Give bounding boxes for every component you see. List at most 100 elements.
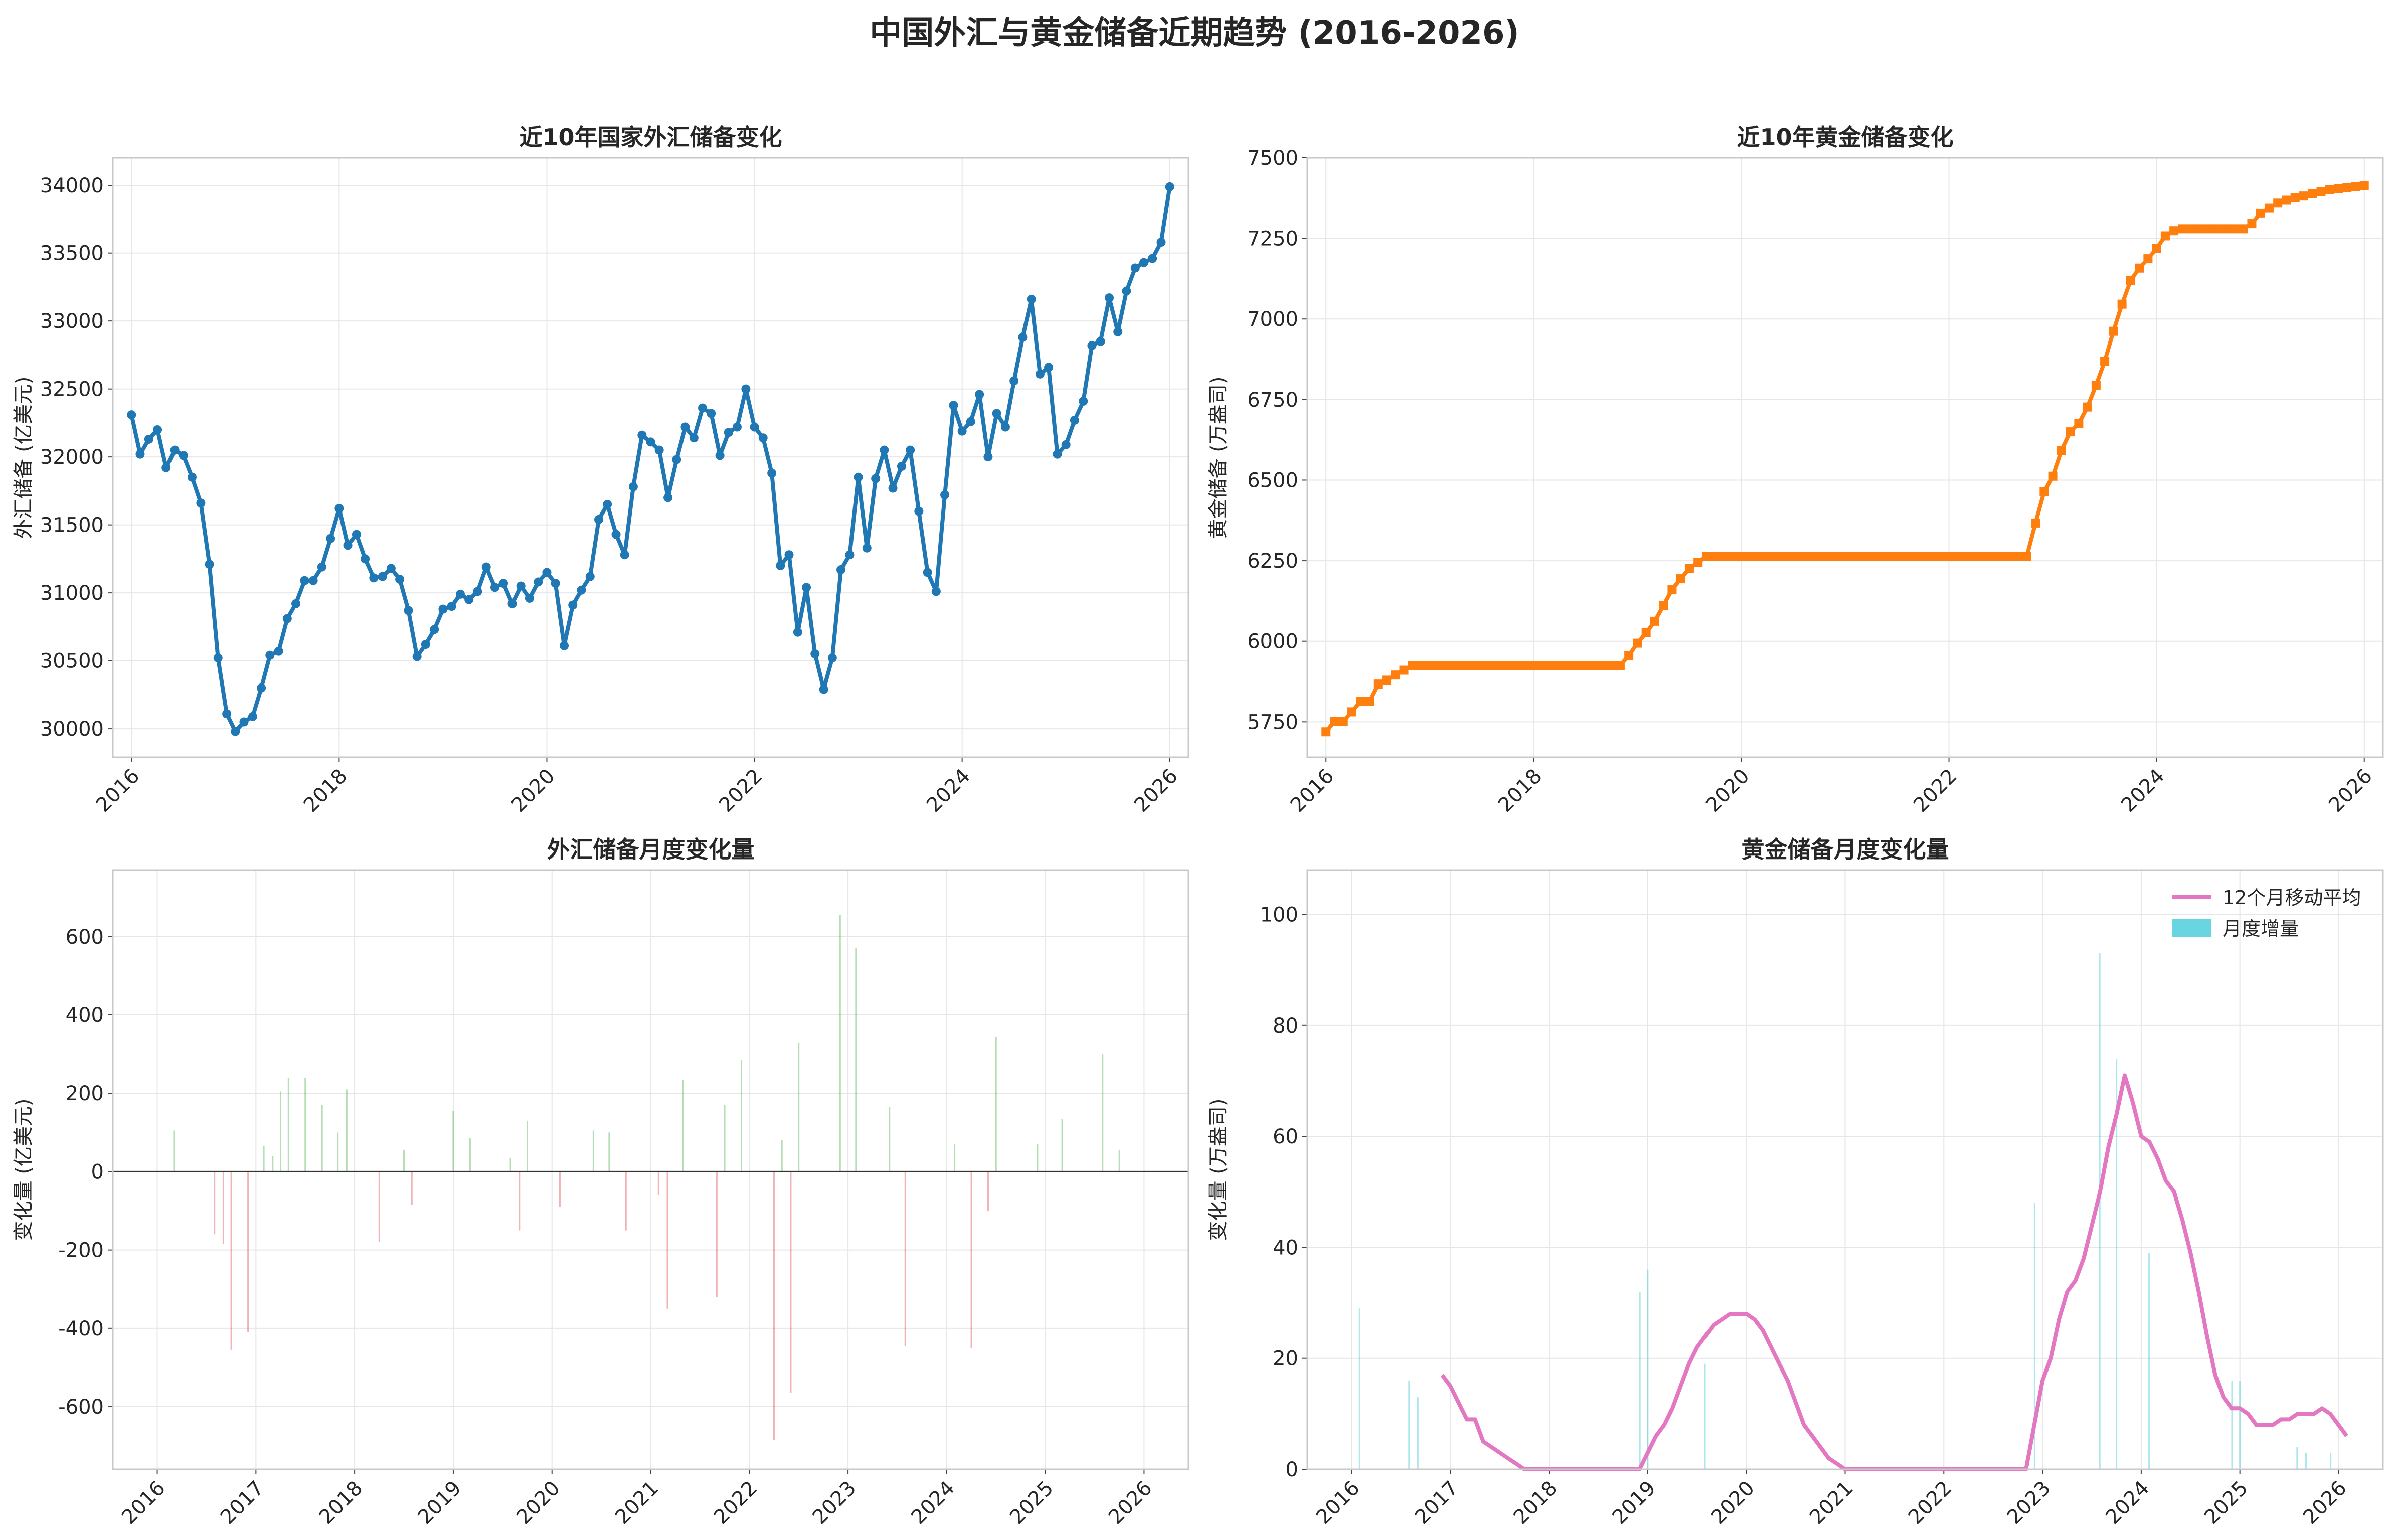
moving-average-line [1440, 1073, 2349, 1471]
fx-change-bar [337, 1132, 339, 1172]
fx-data-point [906, 445, 915, 455]
fx-change-bar [1102, 1054, 1104, 1172]
fx-data-point [135, 449, 145, 459]
fx-data-point [248, 712, 257, 721]
fx-data-point [914, 506, 924, 516]
fx-data-point [1009, 376, 1019, 386]
fx-change-bar [378, 1171, 380, 1242]
chart-1-y-tick-label: 6500 [1247, 469, 1298, 492]
fx-change-bar [781, 1140, 783, 1172]
gold-data-point [1399, 665, 1409, 675]
chart-0-y-tick-label: 32500 [40, 378, 104, 401]
fx-data-point [931, 587, 941, 596]
gold-data-point [2282, 195, 2291, 205]
gold-data-point [1832, 552, 1841, 561]
fx-change-bar [214, 1171, 216, 1235]
gold-data-point [1676, 574, 1685, 584]
fx-data-point [594, 515, 603, 524]
chart-0-plot-area [113, 158, 1188, 757]
fx-data-point [568, 600, 578, 610]
gold-data-point [1641, 628, 1651, 638]
fx-data-point [412, 652, 422, 661]
chart-2-axes-frame [112, 869, 1189, 1470]
fx-change-bar [287, 1077, 289, 1172]
fx-data-point [1165, 182, 1174, 191]
gold-change-bar [2296, 1447, 2298, 1469]
gold-data-point [2273, 198, 2283, 208]
fx-change-bar [954, 1144, 956, 1172]
gold-data-point [1875, 552, 1885, 561]
fx-data-point [1105, 293, 1114, 303]
fx-change-bar [230, 1171, 232, 1350]
fx-data-point [577, 585, 586, 595]
fx-data-point [542, 568, 552, 577]
fx-data-point [213, 653, 223, 663]
chart-0-x-tick-label: 2018 [299, 765, 352, 817]
fx-data-point [343, 541, 353, 550]
chart-2-x-tick-label: 2025 [1005, 1477, 1058, 1529]
gold-data-point [1494, 661, 1504, 670]
gold-data-point [2057, 446, 2066, 455]
fx-data-point [499, 579, 508, 588]
fx-change-bar [608, 1132, 610, 1172]
gold-data-point [1944, 552, 1954, 561]
gold-data-point [2066, 427, 2075, 437]
fx-change-bar [346, 1089, 348, 1172]
chart-2-y-tick-label: -400 [58, 1317, 104, 1340]
gold-data-point [1910, 552, 1919, 561]
fx-data-point [1061, 440, 1071, 449]
chart-0-x-tick-label: 2022 [715, 765, 767, 817]
gold-data-point [1633, 638, 1642, 648]
gold-data-point [1330, 717, 1339, 726]
fx-data-point [836, 565, 846, 575]
gold-data-point [1555, 661, 1565, 670]
fx-data-point [1130, 263, 1140, 273]
fx-data-point [507, 599, 517, 608]
gold-data-point [2316, 187, 2326, 196]
fx-data-point [767, 468, 777, 478]
fx-data-point [481, 562, 491, 572]
fx-data-point [153, 425, 162, 434]
gold-data-point [1659, 601, 1668, 610]
chart-1-x-tick-label: 2024 [2117, 765, 2169, 817]
chart-1-x-tick-label: 2026 [2324, 765, 2377, 817]
chart-3-x-tick-label: 2021 [1805, 1477, 1858, 1529]
gold-data-point [1996, 552, 2006, 561]
gold-data-point [1321, 727, 1331, 737]
chart-1-plot-area [1307, 158, 2383, 757]
gold-data-point [1520, 661, 1530, 670]
gold-data-point [1684, 564, 1694, 573]
gold-data-point [1763, 552, 1772, 561]
gold-data-point [1356, 697, 1366, 706]
gold-change-bar [1408, 1380, 1410, 1469]
fx-data-point [854, 472, 863, 482]
gold-data-point [1754, 552, 1763, 561]
fx-data-point [663, 493, 673, 502]
gold-data-point [1979, 552, 1988, 561]
fx-change-bar [855, 948, 857, 1172]
fx-data-point [205, 560, 214, 569]
fx-change-bar [995, 1036, 997, 1172]
fx-change-bar [625, 1171, 627, 1231]
gold-data-point [1806, 552, 1815, 561]
gold-data-point [2013, 552, 2023, 561]
gold-data-point [2230, 224, 2239, 234]
chart-2-y-tick-label: 0 [91, 1160, 104, 1183]
gold-data-point [2031, 518, 2040, 528]
fx-change-bar [741, 1060, 743, 1172]
legend-swatch-monthly-increase [2172, 919, 2211, 937]
fx-data-point [793, 627, 802, 637]
chart-0-y-tick-label: 30000 [40, 718, 104, 741]
gold-data-point [1347, 707, 1357, 717]
gold-data-point [1503, 661, 1512, 670]
fx-data-point [1035, 369, 1045, 379]
fx-change-bar [304, 1077, 306, 1172]
chart-0-y-tick-label: 32000 [40, 446, 104, 469]
gold-data-point [2308, 189, 2317, 198]
fx-data-point [404, 606, 413, 615]
fx-data-point [871, 474, 881, 483]
gold-data-point [1538, 661, 1547, 670]
